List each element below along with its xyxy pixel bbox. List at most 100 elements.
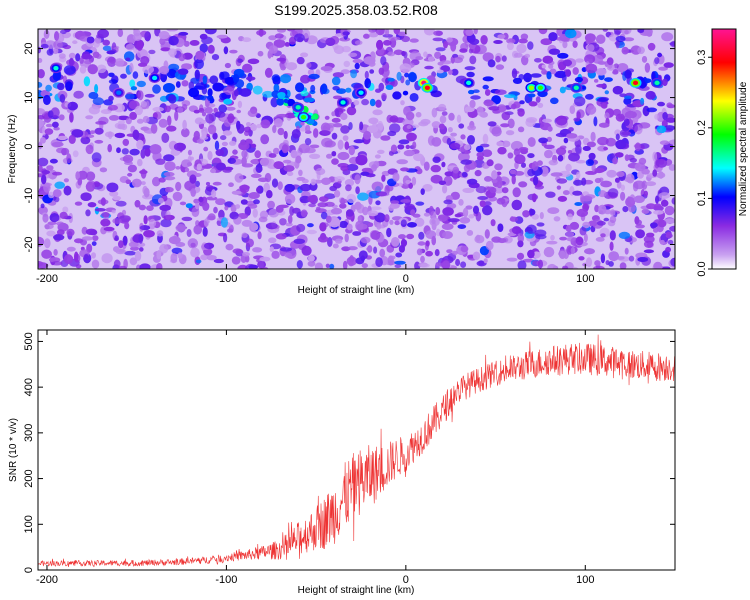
heatmap-cell bbox=[609, 230, 616, 241]
heatmap-cell bbox=[562, 40, 568, 49]
heatmap-cell bbox=[221, 141, 228, 147]
heatmap-cell bbox=[436, 228, 441, 237]
heatmap-cell bbox=[340, 125, 350, 134]
heatmap-cell bbox=[188, 87, 200, 98]
heatmap-cell bbox=[321, 177, 331, 185]
heatmap-cell bbox=[89, 130, 96, 135]
heatmap-cell bbox=[575, 159, 586, 164]
heatmap-cell bbox=[392, 91, 402, 100]
heatmap-cell bbox=[438, 180, 447, 186]
heatmap-cell bbox=[68, 52, 76, 59]
heatmap-cell bbox=[367, 222, 374, 227]
heatmap-cell bbox=[275, 233, 287, 240]
heatmap-cell bbox=[273, 39, 286, 48]
heatmap-cell bbox=[215, 198, 226, 206]
heatmap-cell bbox=[196, 163, 202, 171]
x-tick-label: -100 bbox=[215, 574, 237, 586]
heatmap-cell bbox=[125, 43, 135, 51]
heatmap-cell bbox=[379, 248, 386, 258]
heatmap-cell bbox=[271, 250, 280, 259]
heatmap-cell bbox=[166, 125, 177, 132]
heatmap-cell bbox=[637, 257, 649, 262]
heatmap-cell bbox=[331, 158, 339, 165]
heatmap-cell bbox=[61, 147, 70, 156]
heatmap-cell bbox=[91, 241, 97, 247]
heatmap-cell bbox=[573, 179, 584, 186]
heatmap-cell bbox=[346, 106, 357, 116]
heatmap-cell bbox=[326, 215, 332, 223]
heatmap-cell bbox=[280, 247, 292, 252]
heatmap-cell bbox=[83, 76, 91, 87]
heatmap-cell bbox=[393, 49, 404, 56]
heatmap-cell bbox=[526, 224, 537, 234]
heatmap-cell bbox=[45, 84, 52, 92]
heatmap-cell bbox=[137, 158, 143, 167]
heatmap-cell bbox=[143, 187, 150, 198]
heatmap-cell bbox=[124, 250, 137, 256]
heatmap-cell bbox=[333, 45, 345, 55]
heatmap-cell bbox=[397, 31, 407, 37]
heatmap-cell bbox=[166, 115, 172, 126]
heatmap-cell bbox=[612, 85, 624, 95]
heatmap-cell bbox=[668, 139, 675, 145]
heatmap-cell bbox=[615, 35, 626, 43]
heatmap-cell bbox=[659, 140, 670, 145]
heatmap-cell bbox=[40, 203, 45, 209]
heatmap-cell bbox=[223, 166, 234, 171]
heatmap-cell bbox=[397, 144, 405, 150]
heatmap-cell bbox=[441, 161, 446, 168]
heatmap-cell bbox=[416, 248, 423, 256]
heatmap-cell bbox=[272, 125, 277, 134]
heatmap-cell bbox=[472, 205, 480, 214]
heatmap-cell bbox=[149, 144, 162, 155]
heatmap-cell bbox=[432, 37, 444, 42]
heatmap-cell bbox=[287, 98, 296, 106]
heatmap-cell bbox=[243, 126, 252, 133]
heatmap-cell bbox=[115, 200, 127, 207]
heatmap-cell bbox=[193, 130, 200, 141]
heatmap-cell bbox=[189, 174, 197, 184]
heatmap-cell bbox=[331, 76, 341, 86]
heatmap-cell bbox=[400, 167, 410, 172]
heatmap-cell bbox=[352, 59, 363, 64]
heatmap-cell bbox=[608, 261, 614, 267]
heatmap-cell bbox=[507, 152, 514, 159]
heatmap-cell bbox=[181, 80, 189, 87]
heatmap-cell bbox=[570, 247, 576, 255]
hotspot bbox=[53, 65, 59, 71]
heatmap-cell bbox=[582, 146, 591, 151]
heatmap-cell bbox=[491, 126, 502, 137]
heatmap-cell bbox=[435, 47, 446, 52]
heatmap-cell bbox=[583, 233, 588, 243]
heatmap-cell bbox=[450, 41, 457, 52]
heatmap-cell bbox=[203, 242, 215, 250]
heatmap-cell bbox=[231, 190, 242, 195]
heatmap-cell bbox=[164, 161, 176, 172]
heatmap-cell bbox=[254, 150, 261, 159]
heatmap-cell bbox=[116, 147, 121, 154]
heatmap-cell bbox=[318, 235, 329, 243]
heatmap-cell bbox=[250, 222, 259, 231]
heatmap-cell bbox=[187, 162, 192, 167]
heatmap-cell bbox=[483, 201, 492, 206]
heatmap-cell bbox=[38, 141, 43, 150]
heatmap-cell bbox=[498, 106, 507, 112]
heatmap-cell bbox=[224, 62, 231, 69]
heatmap-cell bbox=[505, 130, 515, 136]
heatmap-cell bbox=[609, 209, 616, 216]
heatmap-cell bbox=[600, 102, 608, 109]
heatmap-cell bbox=[554, 70, 567, 79]
heatmap-cell bbox=[340, 69, 350, 75]
heatmap-cell bbox=[175, 81, 181, 88]
heatmap-cell bbox=[565, 163, 572, 172]
heatmap-cell bbox=[574, 202, 583, 206]
heatmap-cell bbox=[200, 254, 209, 261]
heatmap-cell bbox=[51, 171, 63, 176]
heatmap-cell bbox=[562, 190, 570, 196]
heatmap-cell bbox=[579, 226, 587, 236]
heatmap-cell bbox=[250, 123, 257, 131]
heatmap-cell bbox=[356, 223, 368, 230]
heatmap-cell bbox=[460, 134, 466, 140]
heatmap-cell bbox=[559, 86, 566, 94]
heatmap-cell bbox=[620, 29, 632, 35]
